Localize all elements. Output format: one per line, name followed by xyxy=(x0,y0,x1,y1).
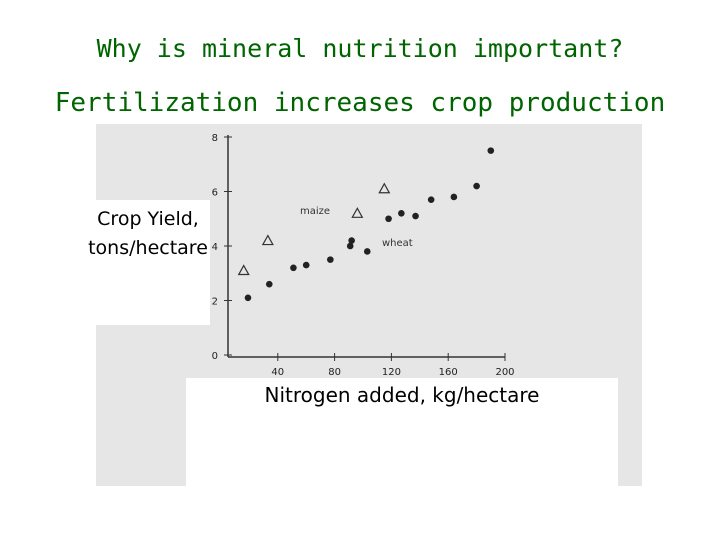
slide-subtitle: Fertilization increases crop production xyxy=(54,88,666,118)
wheat-point xyxy=(290,264,297,272)
wheat-point xyxy=(427,196,435,203)
wheat-point xyxy=(363,248,371,255)
y-tick-label: 6 xyxy=(212,188,218,199)
x-tick-label: 200 xyxy=(495,367,514,378)
wheat-point xyxy=(473,182,480,190)
maize-point xyxy=(237,264,250,276)
series-label: wheat xyxy=(382,238,413,249)
x-tick-label: 120 xyxy=(382,367,401,378)
wheat-point xyxy=(348,237,355,244)
y-tick-label: 4 xyxy=(212,242,218,253)
x-tick-label: 160 xyxy=(439,367,458,378)
x-tick-label: 80 xyxy=(328,367,341,378)
wheat-point xyxy=(302,261,310,269)
wheat-point xyxy=(398,210,405,217)
wheat-point xyxy=(450,193,458,201)
x-tick-label: 40 xyxy=(271,367,284,378)
maize-point xyxy=(261,234,274,246)
wheat-point xyxy=(244,294,252,302)
x-label-box xyxy=(186,378,618,486)
maize-point xyxy=(378,182,391,194)
y-tick-label: 8 xyxy=(212,133,218,144)
y-tick-label: 2 xyxy=(212,297,218,308)
wheat-point xyxy=(412,212,419,220)
slide-title: Why is mineral nutrition important? xyxy=(96,34,624,63)
y-axis-label: Crop Yield, tons/hectare xyxy=(88,208,208,259)
maize-point xyxy=(351,207,364,218)
wheat-point xyxy=(385,215,392,223)
wheat-point xyxy=(327,256,334,263)
wheat-point xyxy=(265,280,273,288)
x-axis-label: Nitrogen added, kg/hectare xyxy=(264,383,540,407)
wheat-point xyxy=(346,242,354,250)
series-label: maize xyxy=(300,206,330,217)
y-label-box xyxy=(86,200,210,325)
wheat-point xyxy=(487,147,495,154)
y-tick-label: 0 xyxy=(212,351,218,362)
